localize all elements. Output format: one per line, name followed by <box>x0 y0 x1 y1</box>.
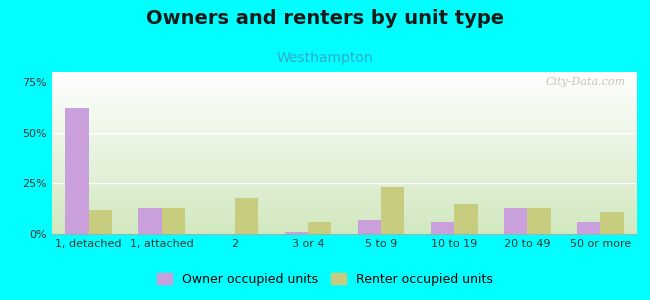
Bar <box>577 222 601 234</box>
Bar <box>235 198 258 234</box>
Bar <box>285 232 308 234</box>
Bar <box>162 208 185 234</box>
Text: Westhampton: Westhampton <box>277 51 373 65</box>
Bar <box>381 188 404 234</box>
Bar <box>358 220 381 234</box>
Legend: Owner occupied units, Renter occupied units: Owner occupied units, Renter occupied un… <box>152 268 498 291</box>
Bar <box>601 212 624 234</box>
Text: City-Data.com: City-Data.com <box>545 77 625 87</box>
Bar <box>454 204 478 234</box>
Bar <box>138 208 162 234</box>
Bar <box>431 222 454 234</box>
Text: Owners and renters by unit type: Owners and renters by unit type <box>146 9 504 28</box>
Bar <box>65 108 88 234</box>
Bar <box>504 208 527 234</box>
Bar <box>527 208 551 234</box>
Bar <box>88 210 112 234</box>
Bar <box>308 222 332 234</box>
